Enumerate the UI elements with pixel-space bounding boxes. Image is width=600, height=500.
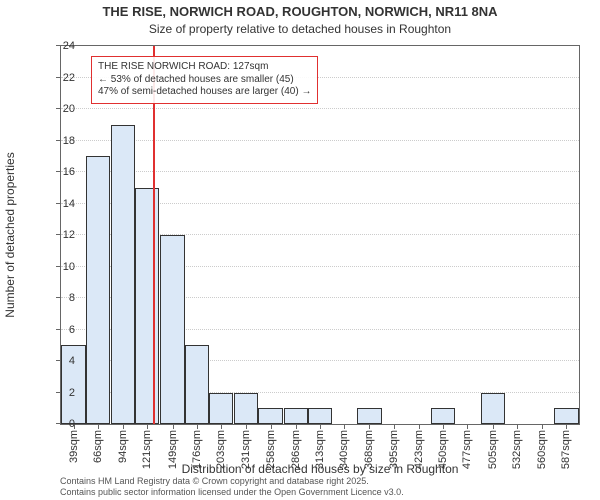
x-tick-mark — [123, 424, 124, 429]
y-tick-label: 8 — [45, 292, 75, 304]
x-tick-label: 39sqm — [68, 430, 80, 463]
annotation-line-1: THE RISE NORWICH ROAD: 127sqm — [98, 61, 311, 74]
x-tick-label: 258sqm — [265, 430, 277, 469]
y-tick-label: 2 — [45, 387, 75, 399]
histogram-bar — [284, 408, 308, 424]
x-tick-mark — [467, 424, 468, 429]
annotation-line-3: 47% of semi-detached houses are larger (… — [98, 86, 311, 99]
x-tick-mark — [394, 424, 395, 429]
footer-attribution: Contains HM Land Registry data © Crown c… — [60, 476, 580, 499]
x-tick-label: 176sqm — [191, 430, 203, 469]
histogram-bar — [185, 345, 209, 424]
x-tick-label: 450sqm — [437, 430, 449, 469]
x-tick-label: 340sqm — [338, 430, 350, 469]
x-tick-label: 231sqm — [240, 430, 252, 469]
plot-area: THE RISE NORWICH ROAD: 127sqm ← 53% of d… — [60, 45, 580, 425]
histogram-bar — [431, 408, 455, 424]
histogram-bar — [357, 408, 381, 424]
histogram-bar — [308, 408, 332, 424]
x-tick-mark — [493, 424, 494, 429]
y-tick-label: 18 — [45, 135, 75, 147]
gridline — [61, 171, 579, 172]
x-tick-mark — [197, 424, 198, 429]
x-tick-mark — [271, 424, 272, 429]
x-tick-mark — [147, 424, 148, 429]
x-tick-label: 368sqm — [363, 430, 375, 469]
y-tick-label: 24 — [45, 40, 75, 52]
x-tick-mark — [419, 424, 420, 429]
x-tick-label: 286sqm — [290, 430, 302, 469]
y-tick-label: 20 — [45, 103, 75, 115]
chart-container: THE RISE, NORWICH ROAD, ROUGHTON, NORWIC… — [0, 0, 600, 500]
histogram-bar — [481, 393, 505, 425]
y-tick-label: 4 — [45, 355, 75, 367]
y-tick-label: 6 — [45, 324, 75, 336]
histogram-bar — [209, 393, 233, 425]
histogram-bar — [135, 188, 159, 424]
x-tick-label: 477sqm — [461, 430, 473, 469]
x-tick-mark — [542, 424, 543, 429]
footer-line-2: Contains public sector information licen… — [60, 487, 580, 498]
x-tick-label: 532sqm — [511, 430, 523, 469]
y-tick-label: 12 — [45, 229, 75, 241]
x-tick-mark — [344, 424, 345, 429]
x-tick-mark — [296, 424, 297, 429]
histogram-bar — [234, 393, 258, 425]
x-tick-mark — [221, 424, 222, 429]
x-tick-label: 121sqm — [141, 430, 153, 469]
gridline — [61, 108, 579, 109]
x-tick-label: 149sqm — [167, 430, 179, 469]
x-tick-label: 203sqm — [215, 430, 227, 469]
x-tick-label: 395sqm — [388, 430, 400, 469]
gridline — [61, 140, 579, 141]
x-tick-mark — [369, 424, 370, 429]
x-tick-label: 560sqm — [536, 430, 548, 469]
x-tick-mark — [246, 424, 247, 429]
histogram-bar — [258, 408, 282, 424]
x-tick-mark — [98, 424, 99, 429]
x-tick-mark — [443, 424, 444, 429]
annotation-box: THE RISE NORWICH ROAD: 127sqm ← 53% of d… — [91, 56, 318, 104]
x-tick-label: 313sqm — [314, 430, 326, 469]
x-tick-mark — [566, 424, 567, 429]
footer-line-1: Contains HM Land Registry data © Crown c… — [60, 476, 580, 487]
annotation-line-2: ← 53% of detached houses are smaller (45… — [98, 74, 311, 87]
chart-title-line2: Size of property relative to detached ho… — [0, 22, 600, 36]
x-tick-label: 587sqm — [560, 430, 572, 469]
histogram-bar — [554, 408, 578, 424]
x-tick-label: 94sqm — [117, 430, 129, 463]
y-tick-label: 16 — [45, 166, 75, 178]
histogram-bar — [86, 156, 110, 424]
x-tick-mark — [173, 424, 174, 429]
y-tick-label: 22 — [45, 72, 75, 84]
y-tick-label: 0 — [45, 418, 75, 430]
chart-title-line1: THE RISE, NORWICH ROAD, ROUGHTON, NORWIC… — [0, 4, 600, 19]
y-tick-label: 14 — [45, 198, 75, 210]
y-tick-label: 10 — [45, 261, 75, 273]
x-tick-label: 423sqm — [413, 430, 425, 469]
y-axis-label: Number of detached properties — [3, 152, 17, 317]
x-tick-mark — [320, 424, 321, 429]
x-tick-label: 66sqm — [92, 430, 104, 463]
histogram-bar — [160, 235, 184, 424]
x-tick-mark — [517, 424, 518, 429]
histogram-bar — [111, 125, 135, 424]
x-tick-label: 505sqm — [487, 430, 499, 469]
